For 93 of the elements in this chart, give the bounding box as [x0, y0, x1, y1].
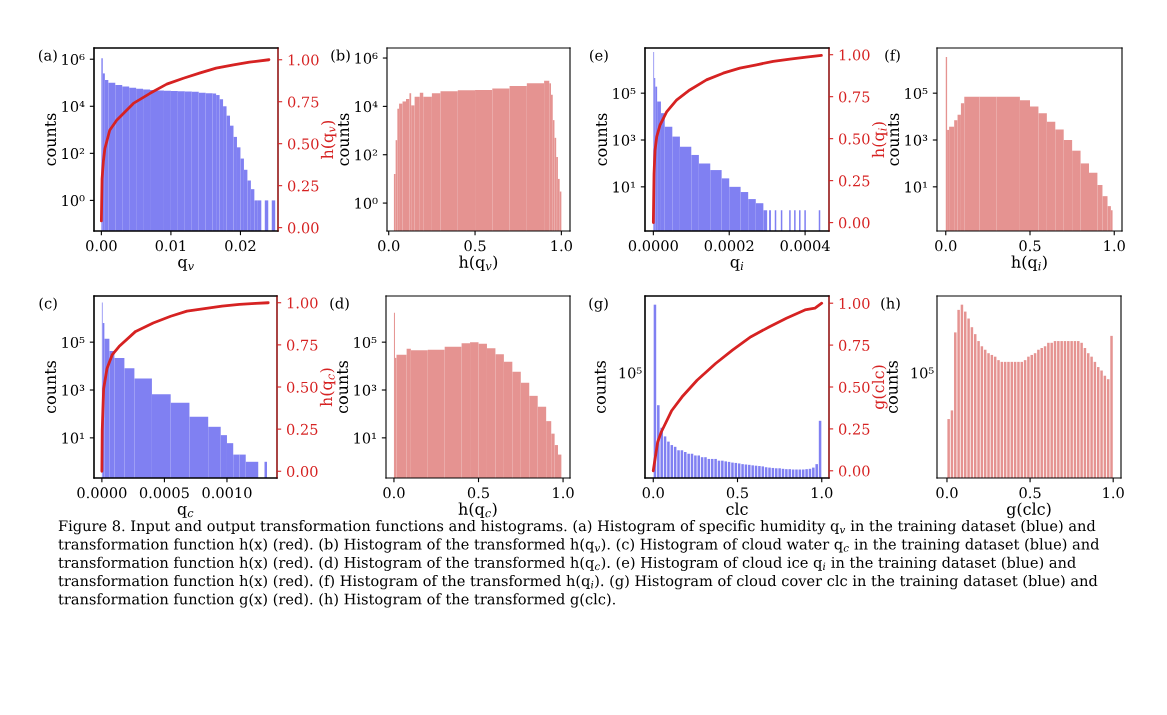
y-tick-label: 10⁶	[355, 52, 378, 64]
y-tick-label: 10⁵	[354, 336, 377, 348]
y2-tick-label: 0.50	[838, 133, 870, 145]
x-tick-label: 0.0	[642, 487, 664, 499]
y-tick-label: 10⁰	[355, 197, 378, 209]
chart-title: (d)	[330, 297, 349, 311]
y2-tick-label: 0.50	[286, 381, 318, 393]
y-tick-label: 10⁰	[62, 195, 85, 207]
x-tick-label: 0.5	[1019, 487, 1041, 499]
y-axis-title: counts	[887, 113, 900, 166]
y-axis-title: counts	[44, 360, 57, 414]
y-tick-label: 10⁶	[62, 53, 85, 65]
x-axis-title: clc	[726, 502, 748, 515]
y-axis-title: counts	[336, 360, 349, 414]
chart-title: (h)	[881, 297, 900, 311]
y-tick-label: 10²	[62, 148, 85, 160]
x-tick-label: 0.0000	[628, 240, 678, 252]
y-tick-label: 10¹	[354, 432, 376, 444]
y-tick-label: 10³	[613, 134, 636, 146]
x-tick-label: 0.0	[936, 487, 958, 499]
y2-tick-label: 1.00	[287, 297, 318, 309]
y2-axis-title: h(q$_{i}$)	[871, 122, 888, 158]
y2-tick-label: 0.00	[287, 222, 319, 234]
y2-tick-label: 1.00	[839, 297, 870, 309]
y-tick-label: 10³	[62, 384, 85, 396]
x-tick-label: 0.0005	[139, 487, 189, 499]
y-tick-label: 10⁵	[62, 336, 85, 348]
x-tick-label: 1.0	[551, 240, 572, 252]
y-axis-title: counts	[595, 113, 608, 166]
y2-tick-label: 1.00	[288, 54, 319, 66]
x-axis-title: q$_{c}$	[177, 506, 194, 518]
y2-axis-title: g(clc)	[871, 365, 888, 410]
y-tick-label: 10⁴	[355, 101, 378, 113]
x-axis-title: h(q$_{i}$)	[1011, 255, 1047, 271]
x-tick-label: 0.02	[225, 240, 256, 252]
x-tick-label: 0.5	[464, 240, 486, 252]
x-tick-label: 0.0	[383, 487, 405, 499]
x-tick-label: 0.0000	[77, 487, 127, 499]
y-axis-title: counts	[886, 360, 898, 414]
x-tick-label: 1.0	[1104, 240, 1125, 252]
y2-tick-label: 0.25	[838, 175, 870, 187]
y-tick-label: 10³	[905, 134, 928, 146]
x-tick-label: 0.5	[726, 487, 748, 499]
x-tick-label: 0.5	[467, 487, 489, 499]
y-tick-label: 10¹	[905, 181, 927, 193]
y2-tick-label: 0.75	[838, 91, 870, 103]
y2-tick-label: 0.50	[838, 381, 870, 393]
y2-tick-label: 0.00	[838, 217, 870, 229]
chart-title: (g)	[589, 297, 608, 312]
x-tick-label: 0.00	[86, 240, 117, 252]
chart-title: (f)	[885, 49, 900, 63]
x-axis-title: g(clc)	[1006, 502, 1051, 519]
x-tick-label: 0.0	[378, 240, 400, 252]
y2-tick-label: 1.00	[839, 49, 870, 61]
x-axis-title: h(q$_{v}$)	[459, 255, 498, 271]
y-tick-label: 10³	[354, 384, 377, 396]
y2-tick-label: 0.25	[286, 423, 318, 435]
x-axis-title: q$_{v}$	[178, 259, 194, 271]
x-tick-label: 0.0002	[704, 240, 754, 252]
y2-tick-label: 0.00	[838, 465, 870, 477]
x-tick-label: 0.0010	[202, 487, 252, 499]
y2-tick-label: 0.25	[838, 423, 870, 435]
x-axis-title: h(q$_{c}$)	[458, 502, 497, 518]
y-tick-label: 10⁵	[905, 87, 928, 99]
y2-tick-label: 0.75	[287, 96, 319, 108]
chart-title: (a)	[38, 49, 57, 63]
chart-title: (b)	[331, 49, 350, 63]
y2-tick-label: 0.25	[287, 180, 319, 192]
y2-tick-label: 0.00	[286, 465, 318, 478]
x-tick-label: 1.0	[553, 487, 574, 499]
y2-axis-title: h(q$_{v}$)	[320, 120, 337, 159]
x-tick-label: 0.0004	[780, 240, 830, 252]
y-axis-title: counts	[44, 113, 57, 166]
x-tick-label: 0.5	[1019, 240, 1041, 252]
y-tick-label: 10⁵	[613, 87, 636, 99]
y2-axis-title: h(q$_{c}$)	[319, 368, 336, 407]
y-tick-label: 10¹	[613, 181, 635, 193]
y-axis-title: counts	[594, 360, 606, 414]
x-tick-label: 0.0	[935, 240, 957, 252]
x-axis-title: q$_{i}$	[730, 259, 744, 271]
y-tick-label: 10⁴	[62, 101, 85, 113]
y-tick-label: 10¹	[62, 432, 84, 444]
chart-title: (c)	[39, 297, 57, 311]
y2-tick-label: 0.75	[286, 339, 318, 351]
text: Figure 8. Input and output transformation functions and histograms. (a) Histogram of specific humidity q$_{v}$ in the training dataset (blue) and transformation function h(x) (red). (b) Histogram of the transformed h(q$_{v}$). (c) Histogram of cloud water q$_{c}$ in the training dataset (blue) and transformation function h(x) (red). (d) Histogram of the transformed h(q$_{c}$). (e) Histogram of cloud ice q$_{i}$ in the training dataset (blue) and transformation function h(x) (red). (f) Histogram of the transformed h(q$_{i}$). (g) Histogram of cloud cover clc in the training dataset (blue) and transformation function g(x) (red). (h) Histogram of the transformed g(clc).	[58, 520, 1100, 608]
y-axis-title: counts	[337, 113, 350, 166]
x-tick-label: 1.0	[811, 487, 833, 499]
y2-tick-label: 0.50	[287, 138, 319, 150]
chart-title: (e)	[590, 49, 608, 63]
y-tick-label: 10²	[355, 149, 378, 161]
y2-tick-label: 0.75	[838, 339, 870, 351]
x-tick-label: 1.0	[1103, 487, 1124, 499]
x-tick-label: 0.01	[155, 240, 186, 252]
